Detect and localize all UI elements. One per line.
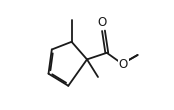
Text: O: O (98, 16, 107, 28)
Text: O: O (119, 58, 128, 71)
